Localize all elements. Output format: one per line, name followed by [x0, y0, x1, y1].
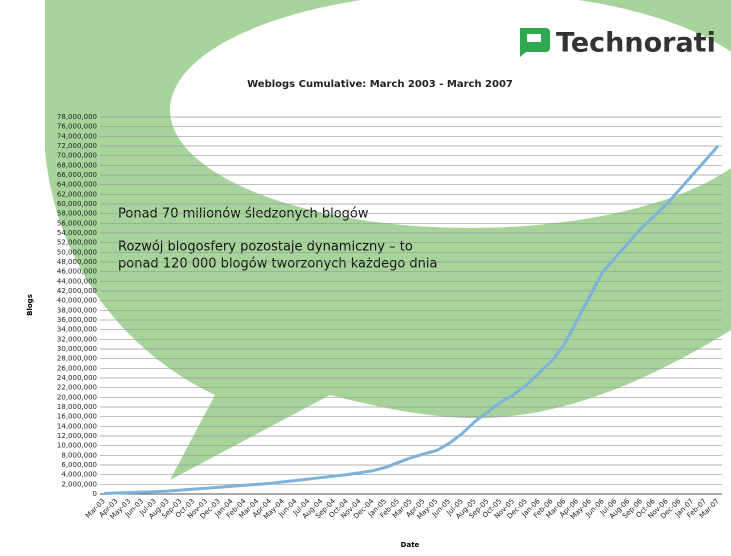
y-tick-label: 10,000,000 [57, 442, 97, 450]
annotation: Rozwój blogosfery pozostaje dynamiczny –… [118, 240, 413, 255]
y-tick-label: 56,000,000 [57, 219, 97, 227]
y-tick-label: 40,000,000 [57, 297, 97, 305]
y-tick-label: 62,000,000 [57, 190, 97, 198]
y-tick-label: 78,000,000 [57, 113, 97, 121]
y-tick-label: 20,000,000 [57, 393, 97, 401]
y-tick-label: 18,000,000 [57, 403, 97, 411]
y-tick-label: 16,000,000 [57, 413, 97, 421]
x-axis-label: Date [401, 541, 420, 549]
y-tick-label: 24,000,000 [57, 374, 97, 382]
y-tick-label: 74,000,000 [57, 132, 97, 140]
y-tick-label: 28,000,000 [57, 355, 97, 363]
y-tick-label: 42,000,000 [57, 287, 97, 295]
y-tick-label: 4,000,000 [61, 471, 97, 479]
annotation: ponad 120 000 blogów tworzonych każdego … [118, 257, 437, 272]
y-tick-label: 72,000,000 [57, 142, 97, 150]
chart-title: Weblogs Cumulative: March 2003 - March 2… [247, 79, 513, 90]
green-bubble [45, 0, 731, 480]
y-tick-label: 8,000,000 [61, 451, 97, 459]
y-tick-label: 32,000,000 [57, 335, 97, 343]
y-tick-label: 64,000,000 [57, 181, 97, 189]
y-tick-label: 34,000,000 [57, 326, 97, 334]
y-tick-label: 14,000,000 [57, 422, 97, 430]
y-tick-label: 38,000,000 [57, 306, 97, 314]
y-tick-label: 66,000,000 [57, 171, 97, 179]
y-axis-label: Blogs [26, 294, 34, 316]
y-tick-label: 54,000,000 [57, 229, 97, 237]
y-tick-label: 58,000,000 [57, 210, 97, 218]
y-tick-label: 0 [93, 490, 97, 498]
y-tick-label: 22,000,000 [57, 384, 97, 392]
data-line [103, 145, 720, 496]
logo-text: Technorati [556, 28, 716, 59]
y-tick-label: 46,000,000 [57, 268, 97, 276]
y-tick-label: 6,000,000 [61, 461, 97, 469]
y-tick-label: 36,000,000 [57, 316, 97, 324]
y-tick-label: 44,000,000 [57, 277, 97, 285]
y-tick-label: 12,000,000 [57, 432, 97, 440]
y-tick-label: 50,000,000 [57, 248, 97, 256]
y-tick-label: 52,000,000 [57, 239, 97, 247]
y-tick-label: 30,000,000 [57, 345, 97, 353]
y-tick-label: 68,000,000 [57, 161, 97, 169]
y-tick-label: 70,000,000 [57, 152, 97, 160]
y-tick-label: 48,000,000 [57, 258, 97, 266]
logo: Technorati [520, 28, 716, 59]
y-tick-label: 26,000,000 [57, 364, 97, 372]
y-tick-label: 2,000,000 [61, 480, 97, 488]
y-tick-label: 60,000,000 [57, 200, 97, 208]
y-tick-label: 76,000,000 [57, 123, 97, 131]
